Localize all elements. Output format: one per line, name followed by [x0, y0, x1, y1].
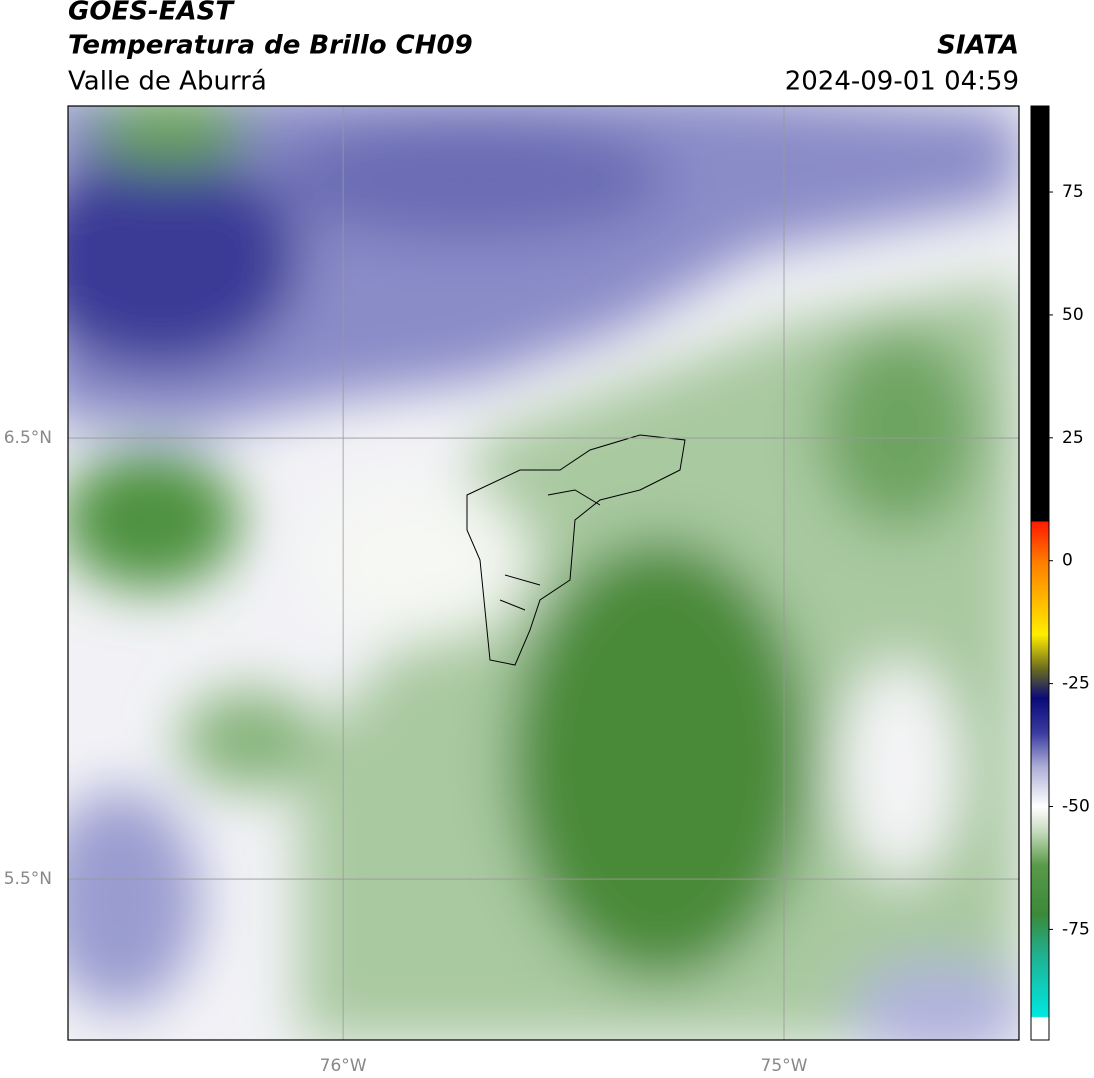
lat-label: 6.5°N: [4, 428, 52, 448]
colorbar-tick-label: -75: [1062, 919, 1090, 939]
colorbar-tick-label: -50: [1062, 797, 1090, 817]
colorbar-tick-label: 75: [1062, 182, 1084, 202]
lat-label: 5.5°N: [4, 869, 52, 889]
source: SIATA: [937, 31, 1019, 61]
timestamp: 2024-09-01 04:59: [785, 67, 1019, 97]
map-frame: [67, 105, 1020, 1041]
lon-label: 76°W: [320, 1056, 367, 1076]
colorbar-tick-label: 25: [1062, 428, 1084, 448]
colorbar-tick-label: -25: [1062, 674, 1090, 694]
region: Valle de Aburrá: [68, 67, 267, 97]
subtitle: Temperatura de Brillo CH09: [68, 31, 473, 61]
title: GOES-EAST: [68, 0, 235, 27]
colorbar-tick-label: 50: [1062, 305, 1084, 325]
lon-label: 75°W: [761, 1056, 808, 1076]
colorbar: [1030, 105, 1050, 1041]
satellite-image: [68, 106, 1019, 1040]
colorbar-tick-label: 0: [1062, 551, 1073, 571]
